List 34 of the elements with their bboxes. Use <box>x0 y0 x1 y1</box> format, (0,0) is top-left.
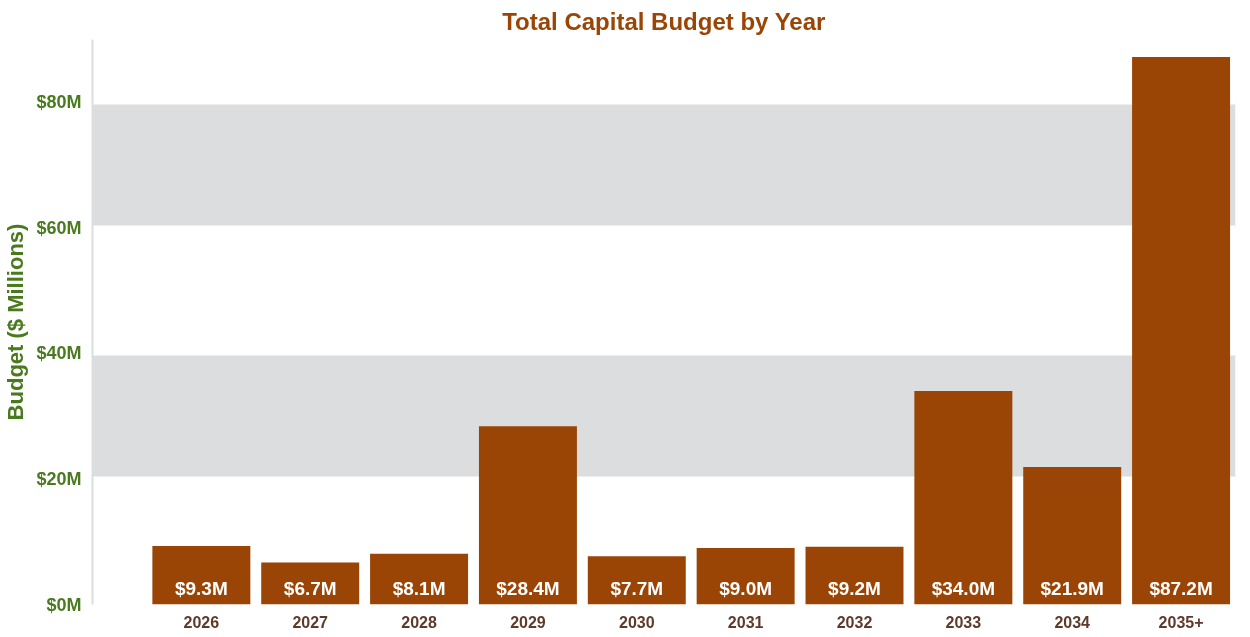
bar <box>478 426 577 605</box>
y-tick-label: $40M <box>36 343 82 364</box>
bar <box>587 556 686 605</box>
bar <box>152 546 251 605</box>
bar <box>914 391 1013 605</box>
data-label: $34.0M <box>931 578 996 600</box>
bar <box>1023 467 1122 605</box>
y-tick-label: $60M <box>36 217 82 238</box>
data-label: $9.3M <box>174 578 228 600</box>
x-tick-label: 2029 <box>510 613 546 631</box>
x-tick-label: 2026 <box>183 613 220 631</box>
bar <box>696 548 795 605</box>
y-tick-label: $20M <box>36 468 82 489</box>
data-label: $7.7M <box>610 578 664 600</box>
y-tick-label: $0M <box>46 594 82 615</box>
x-tick-label: 2035+ <box>1158 613 1204 631</box>
x-tick-label: 2034 <box>1054 613 1091 631</box>
data-label: $8.1M <box>392 578 446 600</box>
x-tick-label: 2028 <box>401 613 437 631</box>
data-label: $9.0M <box>719 578 773 600</box>
y-axis-title: Budget ($ Millions) <box>3 223 29 421</box>
x-tick-label: 2030 <box>618 613 655 631</box>
y-tick-label: $80M <box>36 92 82 113</box>
x-tick-label: 2032 <box>836 613 873 631</box>
bar <box>1132 57 1231 605</box>
data-label: $87.2M <box>1149 578 1213 600</box>
data-label: $28.4M <box>496 578 560 600</box>
x-tick-label: 2027 <box>292 613 329 631</box>
data-label: $9.2M <box>828 578 881 600</box>
x-tick-label: 2031 <box>727 613 764 631</box>
data-label: $21.9M <box>1040 578 1104 600</box>
data-label: $6.7M <box>283 578 337 600</box>
chart-title: Total Capital Budget by Year <box>502 7 826 35</box>
x-tick-label: 2033 <box>945 613 982 631</box>
